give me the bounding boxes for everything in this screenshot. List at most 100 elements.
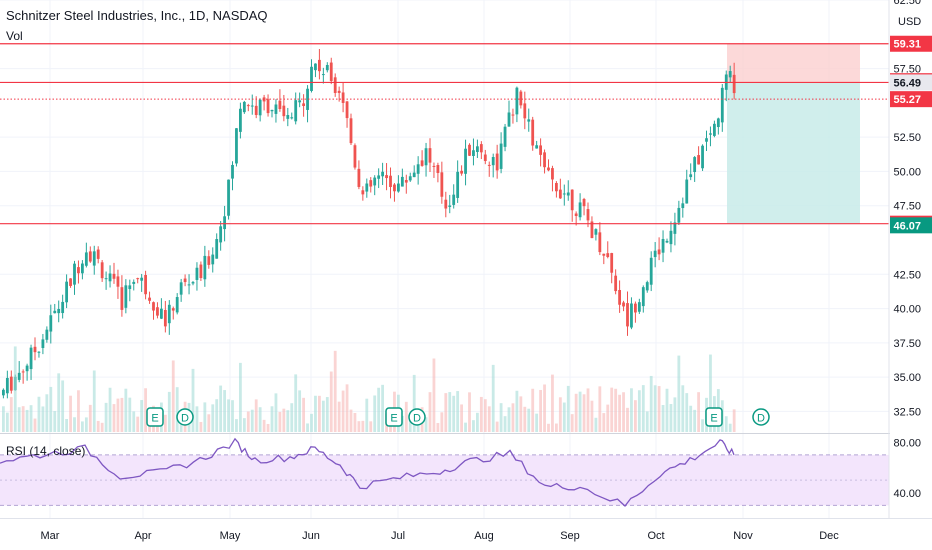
volume-bar <box>314 395 317 432</box>
candle <box>645 282 649 291</box>
candle <box>191 282 195 284</box>
candle <box>637 302 641 312</box>
y-tick-label: 62.50 <box>893 0 921 7</box>
volume-bar <box>499 403 503 432</box>
volume-bar <box>618 394 621 432</box>
volume-bar <box>294 374 298 432</box>
x-tick-label: Jul <box>391 530 405 542</box>
candle <box>274 104 278 114</box>
rsi-line <box>0 437 735 507</box>
volume-bar <box>353 412 357 432</box>
candle <box>321 74 325 76</box>
volume-bar <box>282 408 286 432</box>
volume-bar <box>582 394 586 432</box>
candle <box>223 216 226 230</box>
candle <box>5 377 9 394</box>
volume-bar <box>199 421 203 432</box>
candle <box>21 371 25 373</box>
volume-bar <box>503 416 507 432</box>
x-tick-label: Aug <box>474 530 494 542</box>
volume-bar <box>610 387 614 432</box>
candle <box>665 240 669 243</box>
volume-bar <box>724 416 728 432</box>
candle <box>468 144 471 156</box>
candle <box>649 257 653 285</box>
volume-bar <box>333 350 337 432</box>
candle <box>669 230 673 245</box>
volume-bar <box>697 392 700 432</box>
price-tag: 56.49 <box>890 74 932 91</box>
candle <box>183 278 187 283</box>
candle <box>96 249 100 259</box>
price-tag-label: 46.07 <box>893 220 921 232</box>
candle <box>29 347 33 370</box>
earnings-marker: E <box>385 407 403 427</box>
volume-bar <box>452 395 456 432</box>
candle <box>219 226 223 243</box>
candle <box>535 145 539 149</box>
volume-bar <box>487 406 491 432</box>
volume-bar <box>555 423 558 432</box>
candle <box>732 74 736 94</box>
volume-bar <box>132 411 136 432</box>
y-tick-label: 50.00 <box>893 166 921 178</box>
candle <box>282 105 286 117</box>
candle <box>136 278 140 280</box>
candle <box>325 64 329 71</box>
volume-bar <box>13 346 17 432</box>
rsi-tick-label: 80.00 <box>893 437 921 449</box>
volume-bar <box>25 409 29 432</box>
volume-bar <box>144 388 147 432</box>
candle <box>310 66 313 91</box>
dividend-marker: D <box>408 408 426 426</box>
volume-bar <box>349 409 353 432</box>
candle <box>487 164 491 166</box>
volume-bar <box>689 405 693 432</box>
candle <box>653 250 657 258</box>
candle <box>25 365 29 372</box>
volume-bar <box>211 404 215 432</box>
volume-bar <box>677 355 681 432</box>
volume-bar <box>472 420 475 432</box>
candle <box>211 254 215 265</box>
candle <box>349 118 353 144</box>
candle <box>566 192 570 196</box>
volume-bar <box>17 407 21 432</box>
y-tick-label: 40.00 <box>893 304 921 316</box>
candle <box>539 145 542 155</box>
candle <box>92 251 96 266</box>
volume-bar <box>523 406 527 432</box>
candle <box>503 126 507 147</box>
volume-bar <box>100 422 104 432</box>
currency-label: USD <box>898 16 922 28</box>
volume-bar <box>179 418 183 432</box>
volume-bar <box>507 407 511 432</box>
volume-bar <box>594 417 598 432</box>
dividend-marker-circle <box>408 408 426 426</box>
x-tick-label: Sep <box>560 530 580 542</box>
volume-bar <box>325 397 329 432</box>
candle <box>207 256 211 265</box>
volume-bar <box>476 412 479 432</box>
candle <box>491 156 495 166</box>
volume-bar <box>45 394 49 432</box>
candle <box>160 308 163 319</box>
candle <box>626 303 629 327</box>
volume-bar <box>69 395 72 432</box>
x-tick-label: Dec <box>819 530 839 542</box>
candle <box>195 267 199 280</box>
candle <box>428 148 432 163</box>
candle <box>385 175 388 179</box>
volume-bar <box>239 362 242 432</box>
candle <box>400 176 404 187</box>
volume-bar <box>566 385 570 432</box>
volume-bar <box>120 397 124 432</box>
volume-bar <box>653 385 657 432</box>
candle <box>657 249 661 255</box>
candle <box>33 346 37 353</box>
candle <box>345 101 349 119</box>
volume-bar <box>318 395 321 432</box>
volume-bar <box>448 392 452 432</box>
candle <box>404 180 408 183</box>
